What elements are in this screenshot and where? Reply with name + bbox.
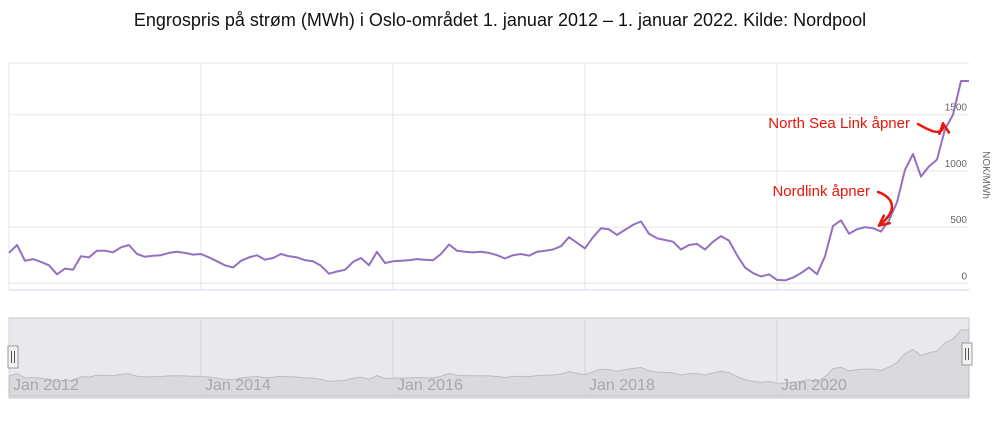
navigator-labels: Jan 2012 Jan 2014 Jan 2016 Jan 2018 Jan 2020 [13, 377, 847, 394]
navigator-handle-box[interactable] [961, 342, 973, 366]
navigator-label: Jan 2012 [13, 377, 79, 394]
annotation-label: Nordlink åpner [772, 183, 870, 200]
annotation-arrowhead-icon [877, 214, 891, 227]
navigator-area [8, 329, 970, 397]
annotation-label: North Sea Link åpner [768, 115, 910, 132]
y-axis-ticks: 0 500 1000 1500 [945, 103, 968, 283]
annotation-arrow [876, 190, 894, 227]
navigator-label: Jan 2014 [205, 377, 271, 394]
navigator-handles[interactable] [7, 342, 973, 369]
navigator-label: Jan 2018 [589, 377, 655, 394]
y-axis-label: NOK/MWh [980, 151, 991, 199]
y-tick-label: 0 [961, 271, 967, 282]
range-navigator[interactable]: Jan 2012 Jan 2014 Jan 2016 Jan 2018 Jan 2020 [7, 317, 973, 399]
navigator-handle[interactable] [961, 342, 973, 366]
y-tick-label: 500 [950, 215, 967, 226]
price-series-line [8, 80, 969, 282]
grid [8, 62, 969, 291]
navigator-label: Jan 2016 [397, 377, 463, 394]
navigator-label: Jan 2020 [781, 377, 847, 394]
y-tick-label: 1500 [945, 103, 968, 114]
annotation-arrowhead-icon [938, 122, 951, 135]
navigator-handle-box[interactable] [7, 345, 19, 369]
navigator-handle[interactable] [7, 345, 19, 369]
annotations: North Sea Link åpner Nordlink åpner [768, 115, 951, 227]
chart-title: Engrospris på strøm (MWh) i Oslo-området… [133, 10, 867, 30]
y-tick-label: 1000 [945, 159, 968, 170]
